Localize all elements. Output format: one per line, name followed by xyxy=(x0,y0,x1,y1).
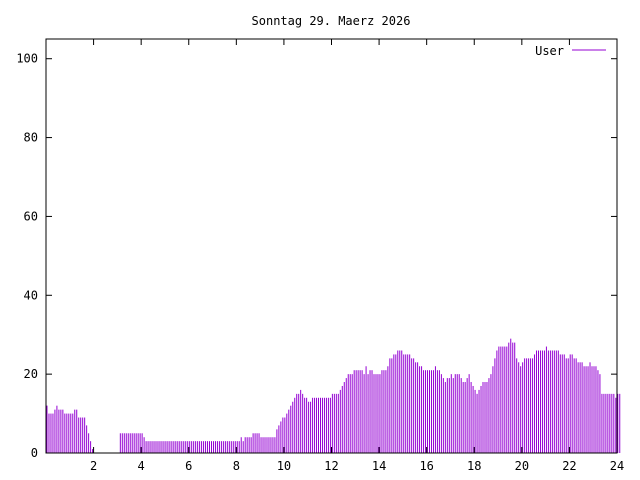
y-tick-label: 20 xyxy=(24,367,38,381)
x-tick-label: 16 xyxy=(419,459,433,473)
bars-group xyxy=(46,338,621,453)
x-tick-label: 14 xyxy=(372,459,386,473)
y-axis: 0 20 40 60 80 100 xyxy=(16,52,617,460)
plot-border xyxy=(45,38,618,454)
legend-label: User xyxy=(535,44,564,58)
x-axis: 2 4 6 8 10 12 14 16 18 20 22 24 xyxy=(90,39,624,473)
x-tick-label: 4 xyxy=(138,459,145,473)
chart-title: Sonntag 29. Maerz 2026 xyxy=(252,14,411,28)
y-tick-label: 80 xyxy=(24,131,38,145)
x-tick-label: 22 xyxy=(562,459,576,473)
x-tick-label: 6 xyxy=(185,459,192,473)
x-tick-label: 12 xyxy=(324,459,338,473)
x-tick-label: 20 xyxy=(515,459,529,473)
x-tick-label: 24 xyxy=(610,459,624,473)
x-tick-label: 2 xyxy=(90,459,97,473)
x-tick-label: 8 xyxy=(233,459,240,473)
y-tick-label: 0 xyxy=(31,446,38,460)
y-tick-label: 60 xyxy=(24,209,38,223)
y-tick-label: 40 xyxy=(24,288,38,302)
y-tick-label: 100 xyxy=(16,52,38,66)
x-tick-label: 18 xyxy=(467,459,481,473)
x-tick-label: 10 xyxy=(277,459,291,473)
legend: User xyxy=(535,44,606,58)
